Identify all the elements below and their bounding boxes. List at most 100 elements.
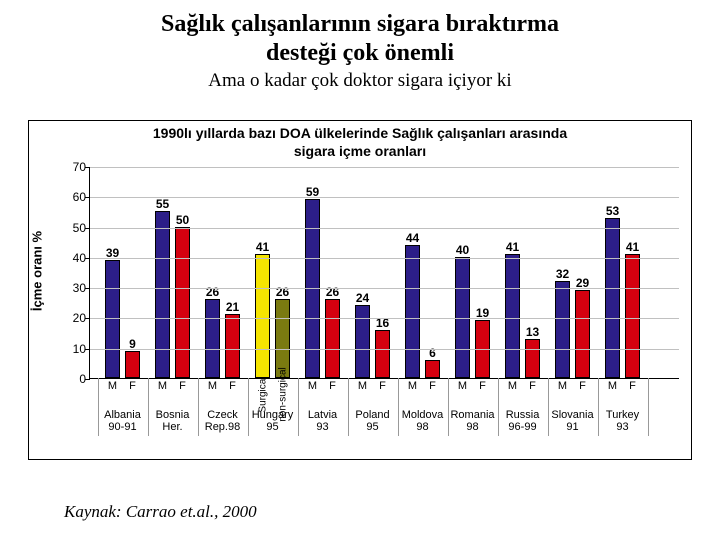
y-tick-label: 70 <box>73 160 90 174</box>
gridline <box>90 228 679 229</box>
x-category-label: F <box>475 378 490 392</box>
gridline <box>90 197 679 198</box>
chart-bar: 32 <box>555 281 570 378</box>
chart-bar: 41 <box>505 254 520 378</box>
country-name: Slovania <box>551 409 593 421</box>
page-title: Sağlık çalışanlarının sigara bıraktırma … <box>0 10 720 68</box>
x-country-label: Slovania91 <box>549 409 596 433</box>
country-name: Hungary <box>252 409 294 421</box>
x-category-label: M <box>355 378 370 392</box>
x-country-label: Russia96-99 <box>499 409 546 433</box>
chart-bar: 26 <box>325 299 340 378</box>
chart-bar: 44 <box>405 245 420 378</box>
country-name: Russia <box>506 409 540 421</box>
y-tick-label: 10 <box>73 342 90 356</box>
chart-bar: 6 <box>425 360 440 378</box>
country-year: 93 <box>616 421 628 433</box>
gridline <box>90 349 679 350</box>
title-line-1: Sağlık çalışanlarının sigara bıraktırma <box>161 11 559 37</box>
bar-value-label: 50 <box>176 213 189 228</box>
page-subtitle: Ama o kadar çok doktor sigara içiyor ki <box>0 70 720 92</box>
x-category-label: F <box>375 378 390 392</box>
country-name: Czeck <box>207 409 238 421</box>
x-category-label: M <box>155 378 170 392</box>
country-year: 95 <box>366 421 378 433</box>
country-name: Latvia <box>308 409 337 421</box>
country-year: 96-99 <box>508 421 536 433</box>
x-category-label: M <box>205 378 220 392</box>
x-category-label: M <box>105 378 120 392</box>
chart-bar: 26 <box>205 299 220 378</box>
x-category-label: F <box>325 378 340 392</box>
x-country-label: Romania98 <box>449 409 496 433</box>
bar-value-label: 41 <box>626 240 639 255</box>
chart-bar: 21 <box>225 314 240 378</box>
x-category-label: F <box>575 378 590 392</box>
country-year: Rep.98 <box>205 421 240 433</box>
bar-value-label: 41 <box>506 240 519 255</box>
bar-value-label: 53 <box>606 204 619 219</box>
chart-bar: 50 <box>175 227 190 378</box>
x-country-label: Hungary95 <box>249 409 296 433</box>
bar-value-label: 41 <box>256 240 269 255</box>
bar-value-label: 13 <box>526 325 539 340</box>
title-block: Sağlık çalışanlarının sigara bıraktırma … <box>0 0 720 92</box>
x-group-divider <box>648 378 649 436</box>
y-axis-title: İçme oranı % <box>30 231 45 311</box>
chart-plot-area: 3995550262141265926241644640194113322953… <box>89 167 679 379</box>
y-tick-label: 40 <box>73 251 90 265</box>
x-country-label: Poland95 <box>349 409 396 433</box>
chart-bar: 16 <box>375 330 390 378</box>
bar-value-label: 24 <box>356 291 369 306</box>
y-tick-label: 30 <box>73 281 90 295</box>
x-country-label: CzeckRep.98 <box>199 409 246 433</box>
bar-value-label: 44 <box>406 231 419 246</box>
x-country-label: Latvia93 <box>299 409 346 433</box>
x-category-label: F <box>425 378 440 392</box>
chart-bar: 41 <box>625 254 640 378</box>
chart-bar: 13 <box>525 339 540 378</box>
chart-bars-layer: 3995550262141265926241644640194113322953… <box>90 167 679 378</box>
x-country-label: Turkey93 <box>599 409 646 433</box>
chart-title: 1990lı yıllarda bazı DOA ülkelerinde Sağ… <box>29 121 691 162</box>
chart-bar: 24 <box>355 305 370 378</box>
country-name: Turkey <box>606 409 639 421</box>
country-name: Bosnia <box>156 409 190 421</box>
gridline <box>90 288 679 289</box>
x-category-label: M <box>605 378 620 392</box>
country-year: Her. <box>162 421 182 433</box>
x-category-label: M <box>455 378 470 392</box>
chart-bar: 29 <box>575 290 590 378</box>
chart-bar: 53 <box>605 218 620 379</box>
country-name: Poland <box>355 409 389 421</box>
chart-bar: 41 <box>255 254 270 378</box>
chart-title-line-2: sigara içme oranları <box>294 143 426 159</box>
y-tick-label: 0 <box>79 372 90 386</box>
gridline <box>90 167 679 168</box>
gridline <box>90 258 679 259</box>
country-year: 93 <box>316 421 328 433</box>
y-tick-label: 50 <box>73 221 90 235</box>
x-category-label: M <box>555 378 570 392</box>
title-line-2: desteği çok önemli <box>266 40 454 66</box>
country-year: 98 <box>466 421 478 433</box>
chart-bar: 9 <box>125 351 140 378</box>
x-category-label: F <box>525 378 540 392</box>
source-citation: Kaynak: Carrao et.al., 2000 <box>64 502 257 522</box>
x-category-label: F <box>225 378 240 392</box>
country-year: 98 <box>416 421 428 433</box>
x-category-label: M <box>405 378 420 392</box>
country-year: 90-91 <box>108 421 136 433</box>
y-tick-label: 60 <box>73 190 90 204</box>
chart-title-line-1: 1990lı yıllarda bazı DOA ülkelerinde Sağ… <box>153 125 567 141</box>
country-year: 95 <box>266 421 278 433</box>
country-year: 91 <box>566 421 578 433</box>
x-category-label: F <box>175 378 190 392</box>
x-category-label: M <box>505 378 520 392</box>
bar-value-label: 55 <box>156 197 169 212</box>
x-category-label: F <box>125 378 140 392</box>
chart-bar: 40 <box>455 257 470 378</box>
x-group-divider <box>98 378 99 436</box>
gridline <box>90 318 679 319</box>
bar-value-label: 21 <box>226 300 239 315</box>
